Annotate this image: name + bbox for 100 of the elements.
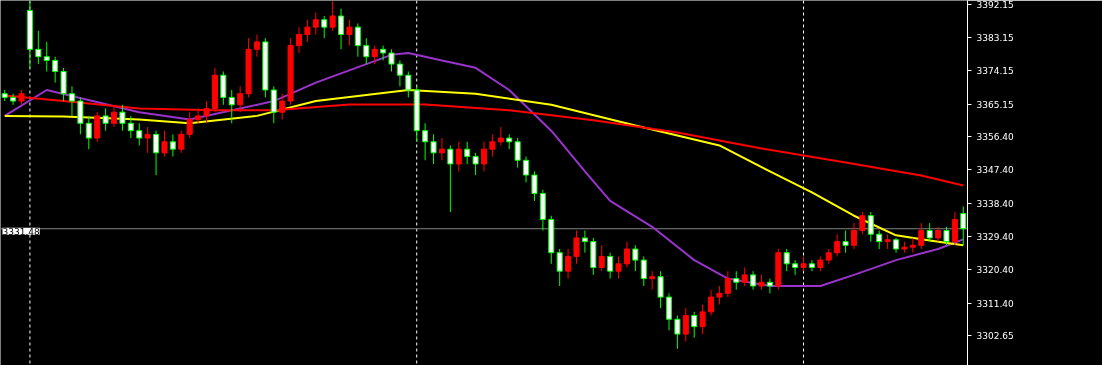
candlestick: [94, 111, 101, 143]
candlestick: [523, 156, 530, 183]
candlestick: [531, 170, 538, 202]
candlestick: [153, 130, 160, 176]
candlestick: [380, 45, 387, 61]
candlestick: [186, 111, 193, 139]
candlestick: [438, 137, 445, 161]
candlestick: [682, 307, 689, 342]
candlestick: [220, 71, 227, 106]
candlestick: [472, 152, 479, 176]
candlestick: [422, 122, 429, 161]
candlestick: [363, 37, 370, 65]
candlestick: [85, 115, 92, 150]
candlestick: [834, 233, 841, 257]
candlestick: [867, 211, 874, 243]
candlestick: [312, 11, 319, 36]
candlestick: [623, 241, 630, 268]
candlestick: [649, 270, 656, 291]
candlestick: [455, 141, 462, 172]
y-tick-label: 3365.15: [976, 99, 1014, 110]
candlestick: [430, 133, 437, 165]
candlestick: [144, 126, 151, 154]
candlestick: [876, 230, 883, 250]
candlestick: [565, 248, 572, 280]
candlestick: [228, 89, 235, 124]
candlestick: [724, 270, 731, 298]
candlestick: [195, 107, 202, 124]
candlestick: [691, 311, 698, 339]
candlestick: [674, 315, 681, 350]
candlestick: [951, 211, 958, 246]
candlestick: [489, 133, 496, 158]
candlestick: [573, 230, 580, 265]
candlestick: [615, 255, 622, 280]
candlestick: [808, 259, 815, 272]
candlestick: [270, 85, 277, 124]
candlestick: [750, 270, 757, 291]
y-tick-label: 3347.40: [976, 165, 1014, 176]
candlestick: [119, 104, 126, 132]
candlestick: [665, 292, 673, 331]
candlestick: [918, 222, 925, 250]
y-tick-label: 3302.65: [976, 330, 1014, 341]
candlestick: [405, 71, 412, 98]
candlestick: [161, 130, 168, 158]
y-tick-label: 3383.15: [976, 33, 1014, 44]
candlestick: [338, 8, 345, 50]
candlestick: [850, 222, 858, 250]
candlestick: [321, 15, 328, 39]
y-tick-label: 3311.40: [976, 298, 1014, 309]
candlestick: [699, 303, 706, 335]
candlestick: [447, 144, 454, 213]
candlestick: [35, 30, 42, 65]
candlestick: [388, 48, 395, 72]
candlestick: [304, 19, 311, 43]
candlestick: [766, 278, 773, 294]
candlestick: [708, 289, 715, 317]
candlestick: [741, 267, 748, 287]
candlestick: [716, 285, 723, 305]
candlestick: [632, 244, 639, 272]
candlestick: [253, 34, 260, 58]
candlestick: [136, 122, 143, 146]
candlestick: [842, 230, 849, 254]
y-tick-label: 3356.40: [976, 132, 1014, 143]
candlestick: [329, 0, 336, 32]
candlestick: [598, 244, 605, 272]
candlestick: [77, 96, 84, 135]
candlestick: [607, 252, 614, 280]
candlestick: [371, 45, 378, 65]
candlestick: [640, 255, 647, 287]
candlestick: [926, 222, 933, 243]
candlestick: [346, 19, 353, 47]
y-tick-label: 3320.40: [976, 265, 1014, 276]
candlestick: [169, 133, 176, 158]
candlestick: [295, 26, 303, 54]
candlestick: [52, 56, 59, 84]
candlestick: [657, 270, 664, 309]
candlestick: [110, 104, 118, 128]
candlestick: [60, 67, 67, 102]
candlestick: [43, 41, 50, 72]
y-tick-label: 3329.40: [976, 231, 1014, 242]
y-tick-label: 3374.15: [976, 66, 1014, 77]
candlestick: [783, 248, 790, 272]
candlestick: [396, 59, 403, 87]
candlestick: [127, 115, 134, 139]
candlestick: [203, 100, 210, 124]
candlestick: [581, 230, 588, 254]
candlestick: [792, 259, 799, 276]
candlestick: [859, 211, 866, 235]
candlestick: [514, 137, 521, 169]
candlestick: [354, 22, 361, 58]
candlestick: [464, 141, 471, 165]
candlestick: [68, 85, 75, 117]
candlestick: [178, 130, 185, 154]
candlestick: [943, 226, 950, 246]
candlestick: [497, 126, 504, 146]
candlestick: [556, 248, 563, 287]
y-tick-label: 3392.15: [976, 0, 1014, 10]
candlestick: [10, 93, 17, 106]
ref-line-label: 3331.48: [2, 226, 40, 237]
candlestick: [102, 107, 109, 132]
y-tick-label: 3338.40: [976, 198, 1014, 209]
